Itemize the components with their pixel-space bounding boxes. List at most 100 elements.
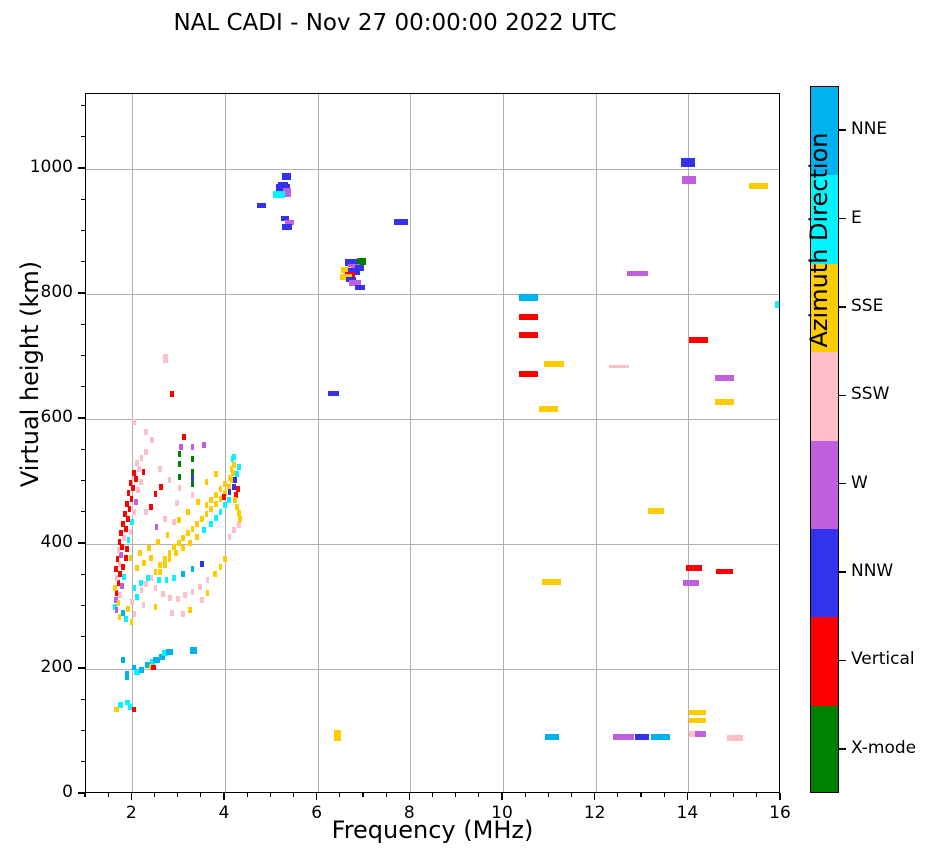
- data-point: [159, 483, 163, 490]
- data-point: [688, 731, 696, 737]
- data-point: [188, 607, 193, 614]
- x-tick-minor: [84, 793, 86, 797]
- data-point: [682, 579, 699, 586]
- data-point: [146, 574, 150, 581]
- data-point: [232, 453, 237, 460]
- data-point: [158, 562, 162, 569]
- data-point: [544, 361, 564, 367]
- data-point: [132, 469, 137, 476]
- x-tick-major: [315, 793, 318, 800]
- data-point: [128, 703, 133, 710]
- data-point: [236, 486, 240, 492]
- data-point: [223, 502, 227, 509]
- plot-area[interactable]: [85, 93, 780, 793]
- data-point: [126, 489, 131, 496]
- data-point: [125, 516, 130, 522]
- data-point: [158, 653, 166, 660]
- data-point: [142, 559, 146, 566]
- data-point: [151, 665, 156, 671]
- data-point: [213, 501, 218, 507]
- data-point: [181, 611, 186, 617]
- azimuth-colorbar[interactable]: [810, 86, 839, 793]
- colorbar-segment-ssw[interactable]: [811, 352, 838, 442]
- data-point: [626, 270, 648, 276]
- y-tick-minor: [81, 448, 85, 450]
- data-point: [134, 498, 138, 505]
- y-tick-minor: [81, 229, 85, 232]
- y-tick-minor: [81, 354, 85, 357]
- x-tick-major: [408, 793, 411, 800]
- x-tick-minor: [200, 793, 202, 797]
- y-tick-label: 400: [40, 532, 73, 552]
- data-point: [169, 391, 175, 397]
- data-point: [125, 606, 130, 612]
- x-tick-minor: [640, 793, 642, 797]
- data-point: [190, 566, 195, 572]
- data-point: [190, 481, 195, 487]
- colorbar-tick: [839, 394, 846, 396]
- y-tick-major: [78, 292, 85, 294]
- data-point: [714, 398, 735, 405]
- data-point: [149, 659, 156, 666]
- gridline-vertical: [318, 94, 319, 792]
- data-point: [345, 276, 357, 282]
- data-point: [235, 471, 239, 477]
- data-point: [204, 502, 209, 509]
- y-tick-minor: [81, 261, 85, 263]
- colorbar-segment-w[interactable]: [811, 440, 838, 530]
- data-point: [137, 549, 142, 556]
- data-point: [223, 489, 227, 496]
- data-point: [130, 518, 135, 525]
- colorbar-label-ssw: SSW: [851, 384, 890, 405]
- x-tick-minor: [663, 793, 665, 797]
- data-point: [198, 583, 202, 590]
- data-point: [285, 219, 295, 225]
- y-tick-label: 600: [40, 407, 73, 427]
- data-point: [138, 666, 145, 673]
- data-point: [157, 577, 162, 584]
- y-tick-major: [78, 667, 85, 669]
- colorbar-segment-nnw[interactable]: [811, 528, 838, 618]
- data-point: [689, 718, 706, 724]
- data-point: [282, 173, 291, 180]
- y-tick-major: [78, 792, 85, 794]
- colorbar-segment-nne[interactable]: [811, 87, 838, 176]
- colorbar-label-sse: SSE: [851, 295, 884, 316]
- data-point: [138, 478, 143, 485]
- data-point: [144, 661, 152, 668]
- y-tick-label: 1000: [29, 157, 73, 177]
- data-point: [275, 184, 290, 194]
- data-point: [172, 518, 176, 525]
- data-point: [126, 537, 131, 544]
- data-point: [190, 468, 195, 475]
- data-point: [190, 443, 195, 450]
- data-point: [218, 508, 223, 515]
- colorbar-segment-e[interactable]: [811, 175, 838, 265]
- colorbar-segment-vertical[interactable]: [811, 617, 838, 707]
- x-tick-major: [501, 793, 503, 800]
- data-point: [153, 603, 158, 610]
- data-point: [518, 314, 539, 321]
- data-point: [144, 508, 149, 515]
- data-point: [209, 521, 213, 527]
- data-point: [689, 709, 706, 715]
- colorbar-segment-x-mode[interactable]: [811, 705, 838, 792]
- data-point: [229, 466, 234, 472]
- data-point: [144, 448, 149, 455]
- data-point: [144, 581, 149, 587]
- colorbar-segment-sse[interactable]: [811, 263, 838, 353]
- data-point: [213, 471, 218, 477]
- x-tick-major: [130, 793, 133, 800]
- data-point: [112, 584, 117, 591]
- data-point: [124, 501, 129, 507]
- data-point: [153, 568, 158, 575]
- x-tick-minor: [547, 793, 549, 797]
- x-tick-minor: [756, 793, 758, 797]
- data-point: [227, 474, 232, 481]
- data-point: [177, 473, 182, 480]
- y-tick-minor: [81, 386, 85, 388]
- data-point: [345, 271, 355, 277]
- colorbar-tick: [839, 217, 846, 220]
- colorbar-title: Azimuth Direction: [805, 132, 833, 348]
- y-tick-minor: [81, 104, 85, 107]
